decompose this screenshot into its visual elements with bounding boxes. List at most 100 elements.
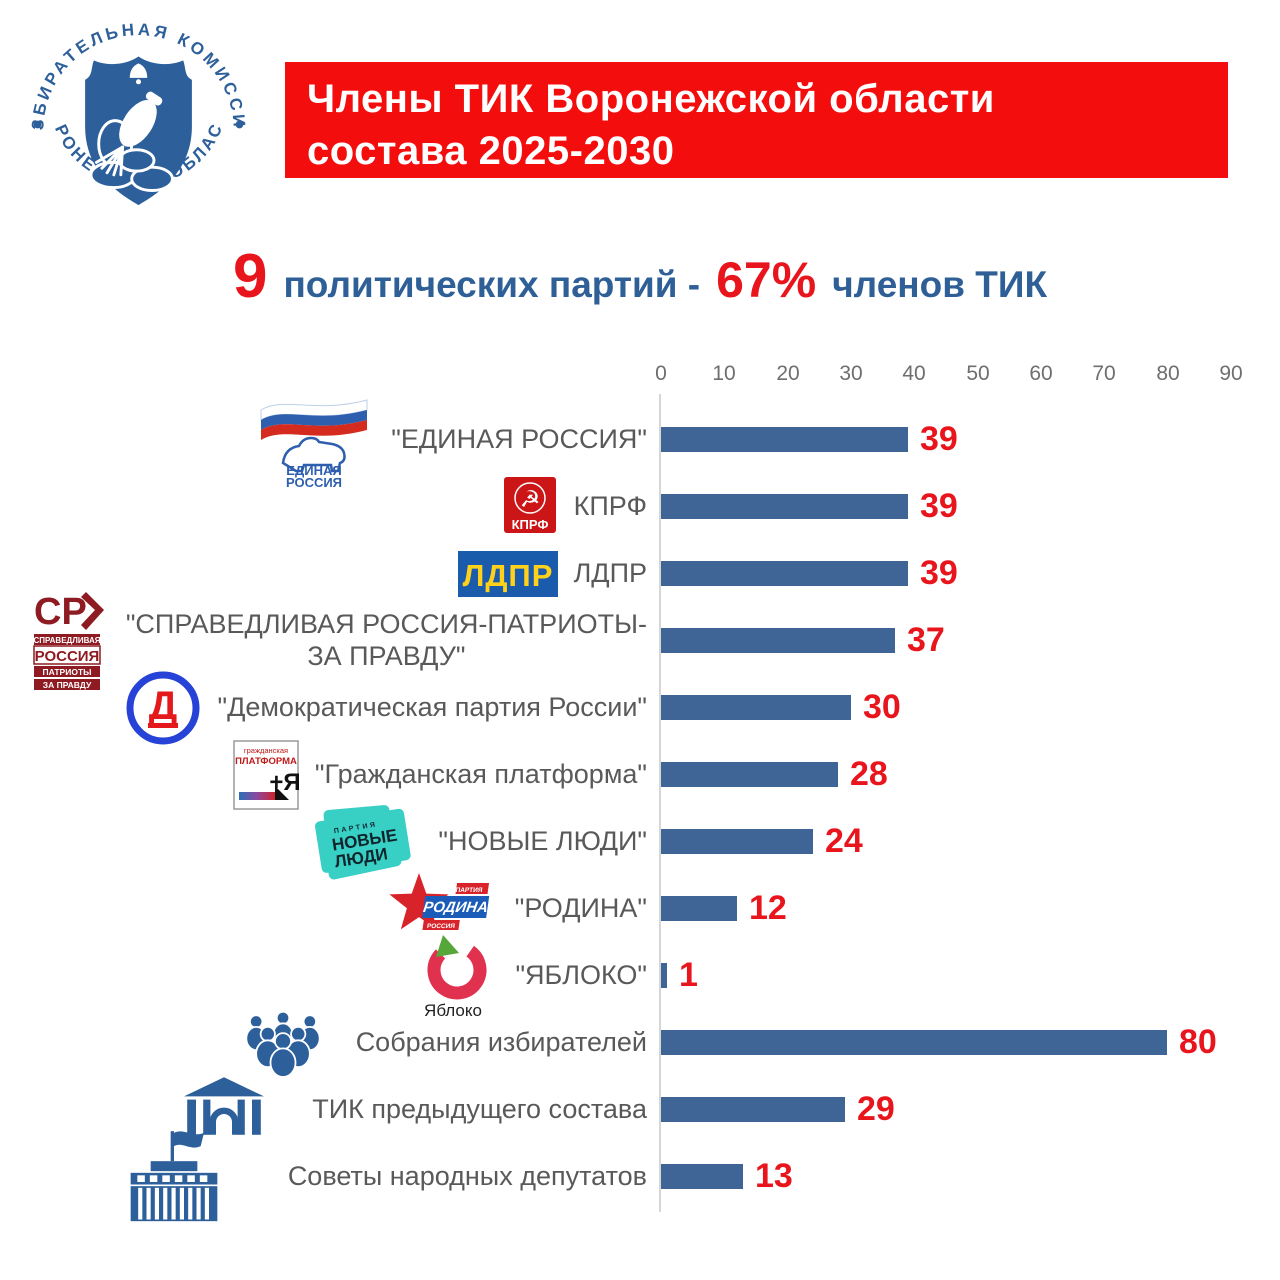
tick-50: 50 (966, 362, 990, 385)
bar (661, 896, 737, 921)
bar-value: 29 (857, 1090, 895, 1128)
bear-shape (281, 436, 347, 472)
table-row: гражданская ПЛАТФОРМА +Я "Гражданская пл… (0, 739, 1280, 810)
tick-40: 40 (902, 362, 926, 385)
svg-text:ПЛАТФОРМА: ПЛАТФОРМА (235, 756, 297, 767)
flag-shape (173, 1130, 204, 1148)
party-count: 9 (232, 242, 268, 311)
row-label: "НОВЫЕ ЛЮДИ" (438, 825, 647, 856)
yabloko-logo-icon: Яблоко (407, 930, 499, 1022)
svg-text:☭: ☭ (519, 487, 540, 513)
bar (661, 963, 667, 988)
tick-80: 80 (1156, 362, 1180, 385)
table-row: СР СПРАВЕДЛИВАЯ РОССИЯ ПАТРИОТЫ ЗА ПРАВД… (0, 591, 1280, 690)
apple-shape (427, 940, 487, 999)
table-row: ЛДПР ЛДПР 39 (0, 540, 1280, 607)
subtitle-text2: членов ТИК (832, 264, 1048, 305)
y-axis-line (659, 394, 661, 1212)
title-line2: состава 2025-2030 (307, 129, 675, 173)
svg-text:РОССИЯ: РОССИЯ (426, 923, 455, 930)
bar-value: 39 (920, 487, 958, 525)
subtitle-text1: политических партий - (283, 264, 701, 305)
svg-text:СПРАВЕДЛИВАЯ: СПРАВЕДЛИВАЯ (33, 636, 100, 645)
bell-icon (129, 63, 148, 78)
kprf-logo-icon: ☭ КПРФ (502, 475, 558, 539)
bar-value: 13 (755, 1157, 793, 1195)
previous-tik-icon (184, 1076, 265, 1143)
svg-text:+Я: +Я (269, 769, 299, 796)
bar (661, 1164, 743, 1189)
bar-value: 39 (920, 420, 958, 458)
commission-emblem-icon: ИЗБИРАТЕЛЬНАЯ КОМИССИЯ ВОРОНЕЖСКАЯ ОБЛАС… (14, 0, 246, 206)
table-row: Советы народных депутатов 13 (0, 1130, 1280, 1221)
bar-value: 12 (749, 889, 787, 927)
svg-text:СР: СР (34, 591, 87, 633)
svg-text:РОССИЯ: РОССИЯ (34, 648, 99, 665)
bar-value: 1 (679, 956, 698, 994)
svg-text:Яблоко: Яблоко (425, 1001, 483, 1020)
title-banner: Члены ТИК Воронежской области состава 20… (285, 62, 1228, 178)
bar (661, 494, 908, 519)
jug-icon (94, 91, 163, 177)
svg-text:Д: Д (149, 684, 178, 728)
row-label: "РОДИНА" (514, 892, 647, 923)
table-row: ТИК предыдущего состава 29 (0, 1076, 1280, 1143)
row-label: КПРФ (573, 490, 647, 521)
civic-platform-logo-icon: гражданская ПЛАТФОРМА +Я (233, 739, 299, 810)
row-label: Собрания избирателей (355, 1026, 647, 1057)
bar-value: 39 (920, 554, 958, 592)
bar-value: 24 (825, 822, 863, 860)
svg-text:гражданская: гражданская (244, 746, 288, 755)
svg-text:РОССИЯ: РОССИЯ (286, 475, 342, 487)
united-russia-logo-icon: ЕДИНАЯ РОССИЯ (253, 393, 375, 487)
sr-logo-icon: СР СПРАВЕДЛИВАЯ РОССИЯ ПАТРИОТЫ ЗА ПРАВД… (32, 588, 110, 694)
bar (661, 628, 895, 653)
tick-70: 70 (1092, 362, 1116, 385)
svg-text:ЛДПР: ЛДПР (462, 558, 553, 593)
bar (661, 829, 813, 854)
svg-text:РОДИНА: РОДИНА (422, 899, 489, 916)
row-label: ТИК предыдущего состава (312, 1093, 647, 1124)
row-label: "Демократическая партия России" (217, 691, 647, 722)
row-label: "Гражданская платформа" (314, 758, 647, 789)
bar-chart: ЕДИНАЯ РОССИЯ "ЕДИНАЯ РОССИЯ" 39 ☭ КПРФ … (0, 398, 1280, 1221)
svg-text:ПАРТИЯ: ПАРТИЯ (455, 887, 483, 894)
voters-assembly-icon (238, 1009, 328, 1077)
bar (661, 561, 908, 586)
tick-60: 60 (1029, 362, 1053, 385)
table-row: Д "Демократическая партия России" 30 (0, 671, 1280, 744)
tick-20: 20 (776, 362, 800, 385)
table-row: ЕДИНАЯ РОССИЯ "ЕДИНАЯ РОССИЯ" 39 (0, 398, 1280, 487)
leaf-shape (436, 934, 460, 957)
row-label: "ЯБЛОКО" (515, 959, 647, 990)
title-line1: Члены ТИК Воронежской области (307, 77, 995, 121)
emblem-dot-right (235, 120, 244, 129)
bar (661, 762, 838, 787)
shield-icon (85, 56, 192, 206)
rodina-logo-icon: ПАРТИЯ РОДИНА РОССИЯ (387, 869, 499, 949)
bar-value: 30 (863, 688, 901, 726)
table-row: Яблоко "ЯБЛОКО" 1 (0, 934, 1280, 1020)
bar-value: 28 (850, 755, 888, 793)
row-label: ЛДПР (573, 557, 647, 588)
ldpr-logo-icon: ЛДПР (457, 550, 558, 597)
bar (661, 1097, 845, 1122)
row-label: "ЕДИНАЯ РОССИЯ" (391, 423, 647, 454)
bar-value: 37 (907, 621, 945, 659)
election-commission-emblem: ИЗБИРАТЕЛЬНАЯ КОМИССИЯ ВОРОНЕЖСКАЯ ОБЛАС… (14, 0, 255, 246)
svg-text:ЕДИНАЯ: ЕДИНАЯ (287, 463, 342, 478)
svg-text:ЗА ПРАВДУ: ЗА ПРАВДУ (43, 680, 92, 690)
star-shape (389, 872, 449, 929)
tick-90: 90 (1219, 362, 1243, 385)
bar-value: 80 (1179, 1023, 1217, 1061)
tick-30: 30 (839, 362, 863, 385)
bar (661, 427, 908, 452)
dpr-logo-icon: Д (125, 670, 201, 746)
new-people-logo-icon: ПАРТИЯ НОВЫЕ ЛЮДИ (302, 799, 422, 885)
emblem-dot-left (33, 120, 42, 129)
svg-text:КПРФ: КПРФ (511, 517, 548, 532)
deputies-council-icon (124, 1129, 224, 1225)
subtitle: 9 политических партий - 67% членов ТИК (0, 246, 1280, 309)
row-label: Советы народных депутатов (287, 1160, 647, 1191)
svg-text:ПАТРИОТЫ: ПАТРИОТЫ (42, 667, 91, 677)
